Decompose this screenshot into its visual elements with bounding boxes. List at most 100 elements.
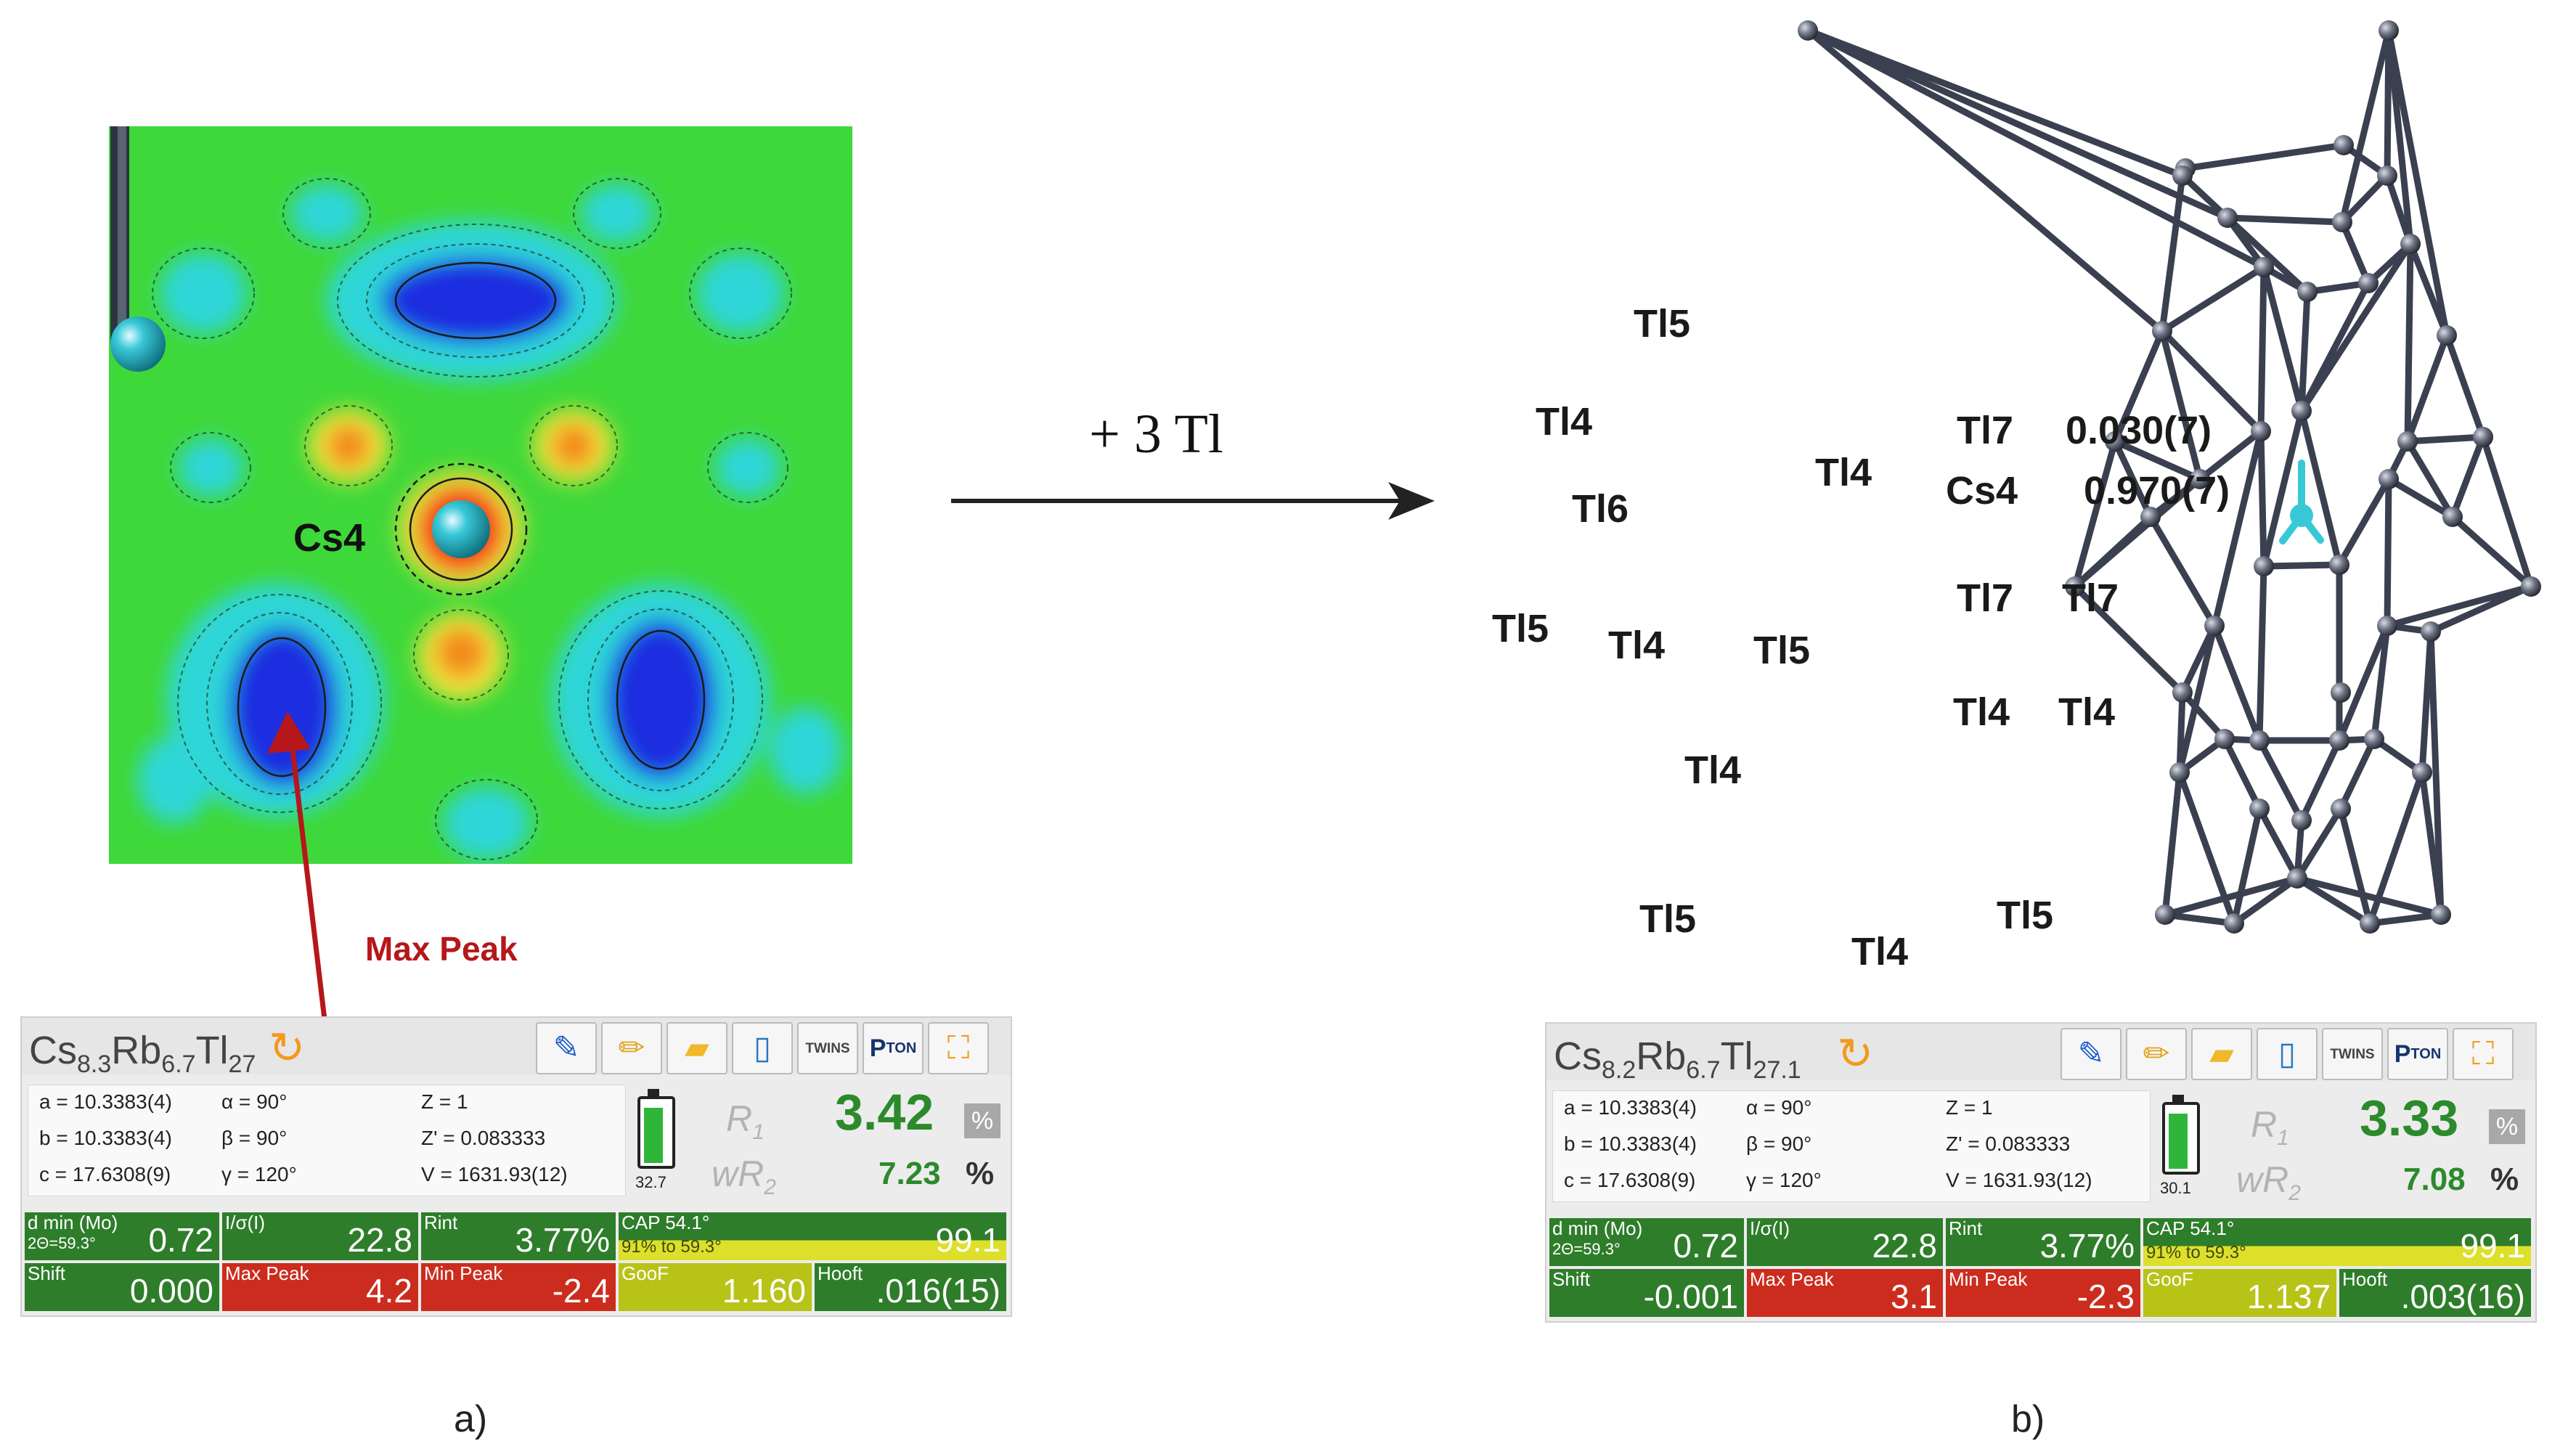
- cell-alpha: α = 90°: [1746, 1096, 1812, 1119]
- stat-rint: Rint 3.77%: [421, 1212, 616, 1260]
- stat-goof: GooF 1.137: [2143, 1269, 2336, 1317]
- bond: [2211, 622, 2263, 744]
- bond: [2384, 583, 2535, 629]
- bond: [2260, 407, 2305, 570]
- center-icon[interactable]: ⛶: [928, 1022, 989, 1074]
- folder-icon[interactable]: ▰: [667, 1022, 727, 1074]
- atom-ball: [2152, 321, 2172, 341]
- reaction-arrow: [951, 482, 1435, 520]
- cell-zprime: Z' = 0.083333: [421, 1127, 546, 1149]
- notepad-icon[interactable]: ▯: [2257, 1028, 2318, 1080]
- atom-ball: [2421, 621, 2441, 642]
- atom-ball: [2217, 208, 2238, 228]
- bond: [2224, 214, 2346, 226]
- bond: [2427, 583, 2535, 635]
- atom-ball: [2249, 730, 2270, 751]
- atom-label-tl5: Tl5: [1639, 897, 1697, 941]
- atom-ball: [2204, 616, 2225, 636]
- atom-ball: [2400, 234, 2421, 254]
- atom-ball: [2172, 166, 2193, 186]
- cluster-atoms: [1798, 20, 2541, 934]
- bond: [1804, 27, 2267, 271]
- stat-hooft: Hooft .003(16): [2339, 1269, 2531, 1317]
- atom-ball: [2377, 616, 2397, 636]
- cell-volume: V = 1631.93(12): [1946, 1169, 2092, 1191]
- bond: [2336, 622, 2391, 744]
- atom-ball: [2172, 682, 2193, 703]
- atom-ball: [2364, 729, 2384, 749]
- atom-label-tl5: Tl5: [1753, 629, 1811, 672]
- atom-ball: [2140, 507, 2161, 527]
- bond: [2161, 875, 2301, 918]
- cell-a: a = 10.3383(4): [1564, 1096, 1697, 1119]
- atom-label-tl7: Tl7: [2062, 576, 2119, 620]
- stat-min-peak: Min Peak -2.4: [421, 1263, 616, 1311]
- bond: [2179, 689, 2228, 743]
- bond: [2159, 264, 2267, 335]
- map-atom-label: Cs4: [293, 516, 366, 560]
- bond: [2221, 735, 2263, 812]
- r1-unit: %: [964, 1103, 1000, 1138]
- atom-label-tl5: Tl5: [1634, 302, 1691, 346]
- battery-icon: [637, 1089, 675, 1169]
- stat-dmin: d min (Mo) 2Θ=59.3° 0.72: [1549, 1218, 1744, 1266]
- bond: [2176, 622, 2218, 776]
- platon-icon[interactable]: P TON: [2387, 1028, 2448, 1080]
- bond: [2161, 911, 2238, 927]
- r1-value: 3.42: [835, 1084, 934, 1140]
- folder-icon[interactable]: ▰: [2191, 1028, 2252, 1080]
- bond: [2404, 433, 2487, 445]
- bond: [2230, 875, 2301, 927]
- stat-dmin: d min (Mo) 2Θ=59.3° 0.72: [25, 1212, 219, 1260]
- atom-ball: [2332, 212, 2352, 232]
- atom-ball: [2254, 257, 2274, 277]
- cell-volume: V = 1631.93(12): [421, 1163, 568, 1185]
- pencil-icon[interactable]: ✏: [2126, 1028, 2187, 1080]
- cell-parameters-box: [28, 1085, 626, 1196]
- bond: [2257, 264, 2267, 435]
- bond: [2384, 172, 2414, 248]
- stat-shift: Shift 0.000: [25, 1263, 219, 1311]
- stat-max-peak: Max Peak 4.2: [222, 1263, 418, 1311]
- notepad-icon[interactable]: ▯: [732, 1022, 793, 1074]
- atom-label-tl7: Tl7: [1957, 409, 2014, 452]
- wr2-value: 7.23: [879, 1156, 941, 1191]
- occupancy-tl7: 0.030(7): [2066, 409, 2212, 452]
- refinement-panel-a: Cs8.3Rb6.7Tl27 ↻ ✎ ✏ ▰ ▯ TWINS P TON ⛶ a …: [20, 1016, 1012, 1317]
- bond: [2339, 219, 2372, 287]
- battery-value: 32.7: [635, 1173, 667, 1191]
- platon-icon[interactable]: P TON: [863, 1022, 924, 1074]
- atom-ball: [2155, 905, 2175, 925]
- bond: [2443, 332, 2487, 441]
- wr2-label: wR2: [712, 1154, 776, 1199]
- stat-i-sigma: I/σ(I) 22.8: [222, 1212, 418, 1260]
- caption-a: a): [454, 1398, 488, 1440]
- stat-completeness-value: 99.1: [861, 1212, 1006, 1260]
- bond: [1804, 27, 2186, 179]
- r1-unit: %: [2489, 1109, 2525, 1144]
- atom-ball: [2379, 469, 2399, 489]
- center-icon[interactable]: ⛶: [2453, 1028, 2514, 1080]
- pencil-icon[interactable]: ✏: [601, 1022, 662, 1074]
- atom-ball: [2473, 427, 2493, 447]
- cell-alpha: α = 90°: [221, 1090, 288, 1113]
- cell-parameters-box: [1552, 1090, 2151, 1202]
- refresh-icon[interactable]: ↻: [1837, 1029, 1874, 1078]
- atom-ball: [2251, 421, 2271, 441]
- cell-c: c = 17.6308(9): [1564, 1169, 1696, 1191]
- twins-icon[interactable]: TWINS: [797, 1022, 858, 1074]
- refresh-icon[interactable]: ↻: [269, 1024, 306, 1072]
- atom-sphere-upper: [110, 317, 166, 372]
- battery-value: 30.1: [2160, 1179, 2191, 1197]
- atom-ball: [2377, 166, 2397, 186]
- twins-icon[interactable]: TWINS: [2322, 1028, 2383, 1080]
- atom-ball: [2431, 905, 2451, 925]
- wand-icon[interactable]: ✎: [536, 1022, 597, 1074]
- wr2-label: wR2: [2236, 1159, 2301, 1205]
- atom-ball: [2331, 682, 2351, 703]
- cell-z: Z = 1: [1946, 1096, 1993, 1119]
- atom-ball: [2412, 762, 2432, 783]
- wand-icon[interactable]: ✎: [2061, 1028, 2121, 1080]
- bond: [2294, 875, 2373, 927]
- bond: [2427, 628, 2445, 918]
